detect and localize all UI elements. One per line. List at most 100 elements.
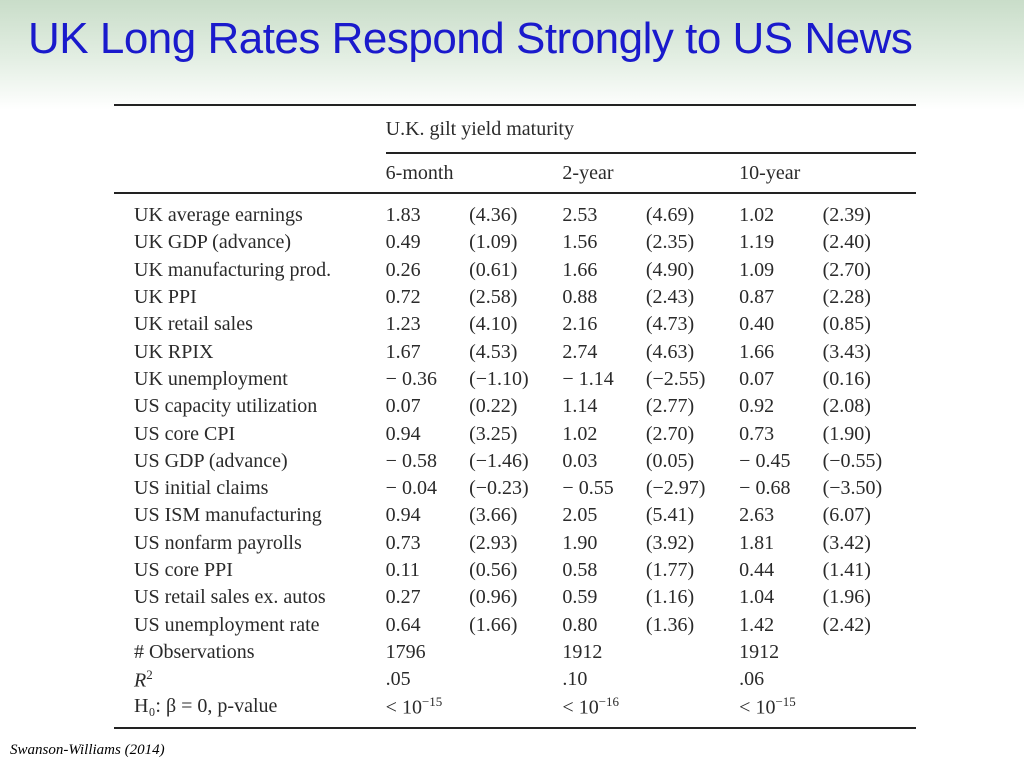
table-row-r-squared: R2 .05 .10 .06	[114, 666, 916, 693]
cell-10-year: 1.81	[739, 531, 775, 554]
cell-2-year: 2.53	[562, 204, 598, 227]
table-row: US core PPI 0.11 (0.56) 0.58 (1.77) 0.44 (1.41…	[114, 557, 916, 584]
cell-t-6-month: (0.56)	[469, 559, 518, 581]
table-header-row-group: U.K. gilt yield maturity	[114, 105, 916, 154]
title-band	[0, 0, 1024, 110]
cell-t-2-year: (1.16)	[645, 586, 695, 609]
cell-10-year: 1.66	[739, 340, 775, 363]
table-row: US initial claims − 0.04 (−0.23) − 0.55 (−2.…	[114, 475, 916, 502]
cell-t-6-month: (−1.46)	[469, 449, 529, 472]
cell-6-month: − 0.58	[385, 449, 437, 472]
table-row: US unemployment rate 0.64 (1.66) 0.80 (1.36)…	[114, 611, 916, 638]
cell-t-6-month: (4.10)	[469, 313, 518, 336]
table-row: UK GDP (advance) 0.49 (1.09) 1.56 (2.35) 1.19…	[114, 229, 916, 256]
row-label: US capacity utilization	[134, 395, 318, 418]
cell-6-month: 0.26	[385, 258, 421, 281]
table-row: UK average earnings 1.83 (4.36) 2.53 (4.69) 1…	[114, 193, 916, 229]
slide-title: UK Long Rates Respond Strongly to US New…	[28, 14, 913, 63]
cell-t-6-month	[469, 639, 562, 666]
table-row: US capacity utilization 0.07 (0.22) 1.14 (2.…	[114, 393, 916, 420]
cell-t-2-year: (1.36)	[645, 613, 695, 636]
h0-pvalue-2-year: < 10−16	[562, 694, 620, 719]
cell-6-month: 1.67	[385, 340, 421, 363]
table-row: US core CPI 0.94 (3.25) 1.02 (2.70) 0.73 (1.90…	[114, 420, 916, 447]
cell-t-2-year: (4.90)	[645, 258, 695, 281]
table-body: UK average earnings 1.83 (4.36) 2.53 (4.69) 1…	[114, 193, 916, 728]
cell-t-2-year: (−2.97)	[645, 477, 706, 500]
cell-6-month: − 0.36	[385, 367, 437, 390]
row-label: UK GDP (advance)	[134, 231, 291, 254]
regression-table-container: U.K. gilt yield maturity 6-month 2-year …	[114, 104, 916, 729]
column-header-2-year: 2-year	[562, 161, 614, 184]
regression-table: U.K. gilt yield maturity 6-month 2-year …	[114, 104, 916, 729]
cell-2-year: 1912	[562, 640, 603, 663]
cell-t-2-year: (1.77)	[645, 559, 695, 581]
table-row: UK PPI 0.72 (2.58) 0.88 (2.43) 0.87 (2.28)	[114, 284, 916, 311]
cell-10-year: − 0.68	[739, 477, 791, 500]
cell-t-6-month: (−0.23)	[469, 477, 529, 500]
column-header-10-year: 10-year	[739, 161, 801, 184]
row-label: US core PPI	[134, 559, 233, 581]
cell-t-10-year	[823, 639, 916, 666]
row-label: US GDP (advance)	[134, 449, 288, 472]
h0-pvalue-10-year: < 10−15	[739, 694, 796, 719]
cell-t-10-year: (−0.55)	[822, 449, 883, 472]
r-squared-2-year: .10	[562, 668, 588, 691]
cell-6-month: − 0.04	[385, 477, 437, 500]
cell-t-10-year: (2.70)	[822, 258, 871, 281]
cell-t-6-month: (4.53)	[469, 340, 518, 363]
cell-t-10-year: (3.43)	[822, 340, 871, 363]
cell-t-2-year: (0.05)	[645, 449, 695, 472]
table-row-h0-test: H₀: β = 0, p-value < 10−15 < 10−16 < 10−…	[114, 693, 916, 728]
table-row: US nonfarm payrolls 0.73 (2.93) 1.90 (3.92) 1…	[114, 530, 916, 557]
cell-2-year: 1.90	[562, 531, 598, 554]
cell-10-year: 0.07	[739, 367, 775, 390]
cell-6-month: 0.72	[385, 286, 421, 309]
cell-10-year: 1.42	[739, 613, 775, 636]
cell-10-year: − 0.45	[739, 449, 791, 472]
cell-t-6-month: (−1.10)	[469, 367, 529, 390]
table-row: UK unemployment − 0.36 (−1.10) − 1.14 (−2.55…	[114, 366, 916, 393]
cell-t-2-year: (3.92)	[645, 531, 695, 554]
cell-t-2-year: (2.43)	[645, 286, 695, 309]
r-squared-6-month: .05	[385, 668, 411, 691]
table-row: UK manufacturing prod. 0.26 (0.61) 1.66 (4.9…	[114, 257, 916, 284]
cell-t-2-year: (2.70)	[645, 422, 695, 445]
cell-t-6-month: (2.58)	[469, 286, 518, 309]
cell-10-year: 0.40	[739, 313, 775, 336]
cell-t-2-year	[646, 639, 739, 666]
cell-t-10-year: (6.07)	[822, 504, 871, 527]
cell-10-year: 0.73	[739, 422, 775, 445]
cell-t-10-year: (3.42)	[822, 531, 871, 554]
cell-10-year: 2.63	[739, 504, 775, 527]
table-row: UK RPIX 1.67 (4.53) 2.74 (4.63) 1.66 (3.43)	[114, 338, 916, 365]
row-label: US ISM manufacturing	[134, 504, 322, 527]
cell-t-6-month: (1.09)	[469, 231, 518, 254]
cell-t-2-year: (2.77)	[645, 395, 695, 418]
row-label: # Observations	[134, 640, 255, 663]
cell-t-10-year: (0.16)	[822, 367, 871, 390]
cell-2-year: 2.74	[562, 340, 598, 363]
cell-t-6-month: (3.25)	[469, 422, 518, 445]
cell-2-year: 0.88	[562, 286, 598, 309]
header-empty-cell	[114, 153, 386, 193]
r-squared-base: R	[134, 669, 147, 692]
cell-2-year: − 0.55	[562, 477, 614, 500]
cell-6-month: 1.83	[385, 204, 421, 227]
column-header-6-month: 6-month	[385, 161, 454, 184]
row-label: UK average earnings	[134, 204, 303, 227]
table-row: US ISM manufacturing 0.94 (3.66) 2.05 (5.41)…	[114, 502, 916, 529]
cell-t-10-year: (2.28)	[822, 286, 871, 309]
cell-t-6-month: (0.61)	[469, 258, 518, 281]
cell-t-10-year: (1.41)	[822, 559, 871, 581]
cell-10-year: 1912	[739, 640, 780, 663]
cell-2-year: 2.16	[562, 313, 598, 336]
cell-6-month: 0.07	[385, 395, 421, 418]
cell-2-year: 0.80	[562, 613, 598, 636]
cell-t-2-year: (4.73)	[645, 313, 695, 336]
maturity-group-header: U.K. gilt yield maturity	[385, 105, 916, 154]
cell-t-2-year: (4.69)	[645, 204, 695, 227]
cell-2-year: 1.14	[562, 395, 598, 418]
cell-6-month: 1796	[385, 640, 426, 663]
cell-10-year: 0.92	[739, 395, 775, 418]
